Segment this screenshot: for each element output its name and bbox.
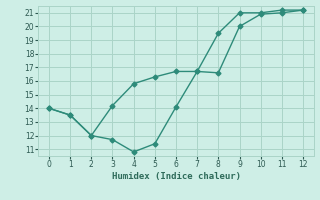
X-axis label: Humidex (Indice chaleur): Humidex (Indice chaleur): [111, 172, 241, 181]
